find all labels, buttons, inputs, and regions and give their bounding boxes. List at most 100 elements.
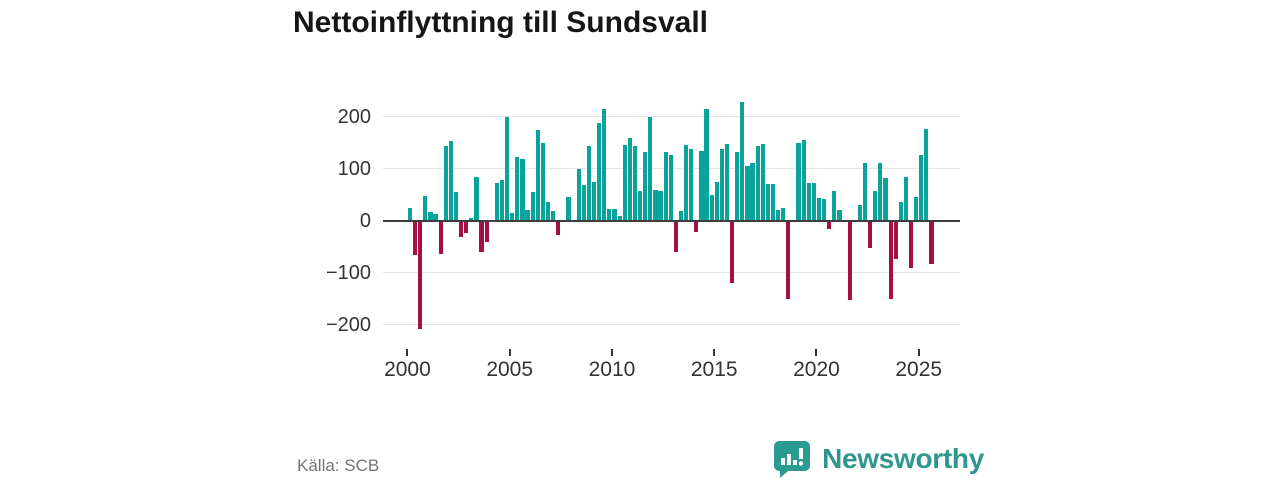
bar-positive bbox=[796, 142, 801, 221]
bar-positive bbox=[663, 152, 668, 221]
bar-positive bbox=[510, 212, 515, 221]
bar-positive bbox=[878, 163, 883, 221]
chart-title: Nettoinflyttning till Sundsvall bbox=[293, 6, 708, 39]
bar-positive bbox=[914, 196, 919, 221]
bar-positive bbox=[617, 216, 622, 221]
gridline--200 bbox=[383, 324, 960, 325]
bar-positive bbox=[781, 208, 786, 221]
bar-positive bbox=[622, 145, 627, 221]
x-axis-tick-label: 2020 bbox=[793, 358, 840, 381]
bar-positive bbox=[499, 179, 505, 221]
bar-negative bbox=[893, 221, 898, 259]
x-axis-tick-label: 2015 bbox=[690, 358, 738, 381]
bar-positive bbox=[873, 191, 878, 221]
bar-negative bbox=[730, 221, 735, 283]
bar-chart-exclamation-icon bbox=[771, 440, 811, 478]
bar-positive bbox=[857, 204, 862, 221]
bar-positive bbox=[627, 138, 632, 221]
x-axis-tick-mark bbox=[713, 349, 716, 356]
x-axis-line bbox=[383, 219, 960, 222]
gridline--100 bbox=[383, 272, 960, 273]
bar-positive bbox=[735, 151, 740, 221]
x-axis-tick-mark bbox=[815, 349, 818, 356]
bar-positive bbox=[648, 117, 653, 221]
bar-negative bbox=[694, 221, 699, 232]
bar-negative bbox=[459, 221, 464, 238]
bar-positive bbox=[515, 156, 520, 221]
bar-negative bbox=[413, 221, 418, 256]
bar-positive bbox=[586, 145, 592, 221]
bar-positive bbox=[658, 191, 663, 221]
bar-positive bbox=[898, 201, 903, 221]
bar-positive bbox=[816, 198, 822, 221]
bar-positive bbox=[770, 183, 776, 221]
bar-positive bbox=[474, 176, 479, 221]
bar-positive bbox=[704, 108, 709, 221]
bar-positive bbox=[581, 184, 586, 221]
bar-positive bbox=[714, 181, 719, 221]
bar-negative bbox=[673, 221, 678, 253]
bar-positive bbox=[678, 211, 684, 221]
bar-positive bbox=[822, 199, 827, 221]
bar-positive bbox=[903, 176, 909, 221]
x-axis-tick-label: 2010 bbox=[588, 358, 636, 381]
y-axis-tick-label: −200 bbox=[325, 313, 371, 336]
bar-positive bbox=[505, 116, 510, 221]
bar-positive bbox=[540, 142, 546, 221]
brand-name: Newsworthy bbox=[822, 443, 984, 474]
bar-positive bbox=[919, 154, 924, 221]
bar-positive bbox=[801, 139, 806, 221]
x-axis-tick-label: 2005 bbox=[486, 358, 534, 381]
x-axis-tick-label: 2025 bbox=[895, 358, 943, 381]
bar-negative bbox=[868, 221, 873, 248]
y-axis-tick-label: 0 bbox=[359, 209, 371, 232]
bar-positive bbox=[837, 210, 842, 221]
bar-positive bbox=[448, 140, 453, 221]
bar-positive bbox=[612, 209, 617, 221]
bar-negative bbox=[827, 221, 832, 230]
bar-positive bbox=[530, 191, 535, 221]
bar-positive bbox=[566, 197, 571, 221]
bar-positive bbox=[750, 163, 755, 221]
bar-positive bbox=[924, 128, 929, 221]
bar-positive bbox=[689, 149, 694, 221]
x-axis-tick-mark bbox=[406, 349, 409, 356]
brand-badge-svg bbox=[774, 441, 811, 478]
bar-positive bbox=[683, 145, 689, 221]
bar-negative bbox=[786, 221, 791, 299]
brand-logo: Newsworthy bbox=[771, 438, 984, 480]
bar-positive bbox=[643, 151, 648, 221]
bar-positive bbox=[551, 210, 556, 221]
gridline-200 bbox=[383, 116, 960, 117]
bar-positive bbox=[760, 143, 765, 221]
bar-positive bbox=[709, 194, 714, 221]
x-axis-tick-mark bbox=[917, 349, 920, 356]
bar-positive bbox=[745, 165, 750, 221]
bar-positive bbox=[407, 207, 413, 221]
bar-positive bbox=[699, 151, 704, 221]
bar-negative bbox=[479, 221, 484, 253]
bar-negative bbox=[438, 221, 443, 254]
bar-positive bbox=[428, 212, 433, 221]
bar-negative bbox=[929, 221, 934, 265]
bar-negative bbox=[464, 221, 469, 233]
bar-positive bbox=[494, 183, 499, 221]
bar-negative bbox=[888, 221, 893, 299]
bar-positive bbox=[597, 123, 602, 221]
x-axis-tick-label: 2000 bbox=[384, 358, 431, 381]
bar-positive bbox=[591, 181, 597, 221]
y-axis-tick-label: 200 bbox=[337, 105, 371, 128]
y-axis-tick-label: 100 bbox=[337, 157, 371, 180]
bar-negative bbox=[847, 221, 852, 300]
bar-positive bbox=[443, 146, 448, 221]
bar-positive bbox=[765, 183, 770, 221]
bar-positive bbox=[862, 163, 868, 221]
bar-positive bbox=[520, 159, 525, 221]
bar-positive bbox=[724, 144, 730, 221]
bar-positive bbox=[453, 191, 459, 221]
bar-negative bbox=[908, 221, 914, 269]
bar-positive bbox=[535, 129, 540, 221]
bar-positive bbox=[806, 182, 811, 221]
x-axis-tick-mark bbox=[610, 349, 613, 356]
